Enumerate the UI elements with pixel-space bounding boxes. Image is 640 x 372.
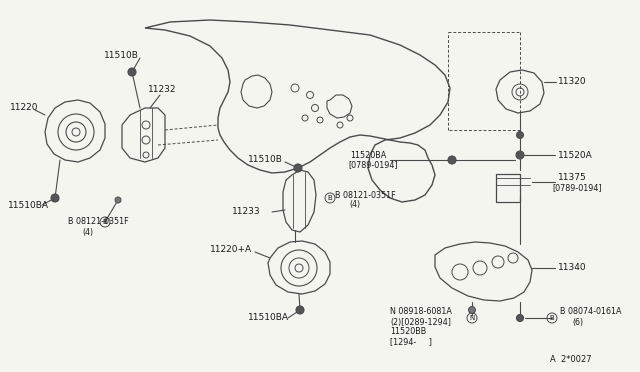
Text: (2)[0289-1294]: (2)[0289-1294] bbox=[390, 317, 451, 327]
Text: (6): (6) bbox=[572, 317, 583, 327]
Circle shape bbox=[294, 164, 302, 172]
Text: 11232: 11232 bbox=[148, 86, 177, 94]
Text: A  2*0027: A 2*0027 bbox=[550, 356, 591, 365]
Text: 11510BA: 11510BA bbox=[8, 201, 49, 209]
Text: 11510BA: 11510BA bbox=[248, 314, 289, 323]
Text: B: B bbox=[328, 195, 332, 201]
Text: 11520BB: 11520BB bbox=[390, 327, 426, 337]
Text: 11220+A: 11220+A bbox=[210, 246, 252, 254]
Text: 11510B: 11510B bbox=[248, 155, 283, 164]
Text: B 08121-0351F: B 08121-0351F bbox=[68, 218, 129, 227]
Text: B 08074-0161A: B 08074-0161A bbox=[560, 308, 621, 317]
Circle shape bbox=[128, 68, 136, 76]
Text: (4): (4) bbox=[82, 228, 93, 237]
Text: (4): (4) bbox=[349, 201, 360, 209]
Circle shape bbox=[468, 307, 476, 314]
Text: [1294-     ]: [1294- ] bbox=[390, 337, 432, 346]
Text: 11510B: 11510B bbox=[104, 51, 139, 60]
Circle shape bbox=[448, 156, 456, 164]
Circle shape bbox=[516, 314, 524, 321]
Text: 11520A: 11520A bbox=[558, 151, 593, 160]
Text: B: B bbox=[102, 219, 108, 225]
Text: [0789-0194]: [0789-0194] bbox=[348, 160, 397, 170]
Text: B 08121-0351F: B 08121-0351F bbox=[335, 190, 396, 199]
Circle shape bbox=[51, 194, 59, 202]
Text: 11233: 11233 bbox=[232, 208, 260, 217]
Text: 11375: 11375 bbox=[558, 173, 587, 183]
Text: [0789-0194]: [0789-0194] bbox=[552, 183, 602, 192]
Text: N 08918-6081A: N 08918-6081A bbox=[390, 308, 452, 317]
Circle shape bbox=[516, 131, 524, 138]
Text: 11220: 11220 bbox=[10, 103, 38, 112]
Text: B: B bbox=[550, 315, 554, 321]
Circle shape bbox=[296, 306, 304, 314]
Circle shape bbox=[516, 151, 524, 159]
Text: 11520BA: 11520BA bbox=[350, 151, 387, 160]
Text: 11320: 11320 bbox=[558, 77, 587, 87]
Text: N: N bbox=[469, 315, 475, 321]
Circle shape bbox=[115, 197, 121, 203]
Text: 11340: 11340 bbox=[558, 263, 587, 273]
